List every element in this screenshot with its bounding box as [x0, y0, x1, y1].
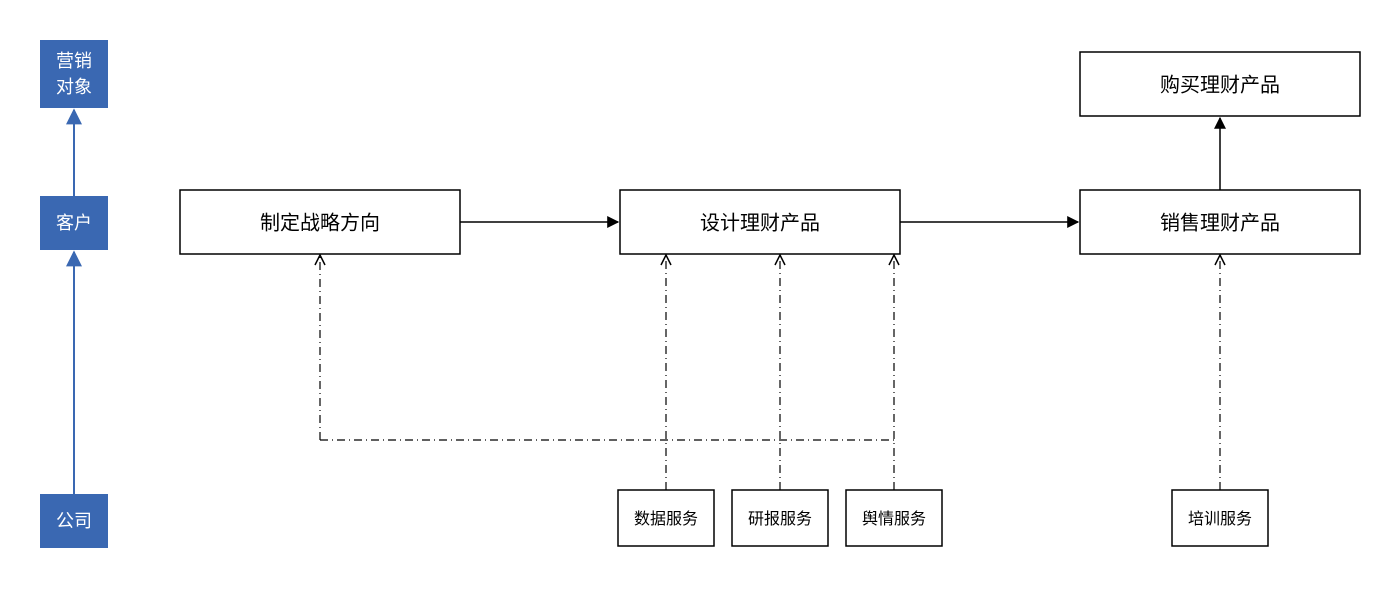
node-sentiment-service: 舆情服务: [846, 490, 942, 546]
marketing-target-line1: 营销: [56, 51, 92, 71]
buy-label: 购买理财产品: [1160, 73, 1280, 96]
data-service-label: 数据服务: [634, 510, 698, 528]
node-design: 设计理财产品: [620, 190, 900, 254]
sentiment-service-label: 舆情服务: [862, 510, 926, 528]
marketing-target-line2: 对象: [56, 77, 92, 97]
node-data-service: 数据服务: [618, 490, 714, 546]
research-service-label: 研报服务: [748, 510, 812, 528]
node-sell: 销售理财产品: [1080, 190, 1360, 254]
sell-label: 销售理财产品: [1160, 211, 1280, 234]
strategy-label: 制定战略方向: [260, 211, 380, 234]
design-label: 设计理财产品: [700, 211, 820, 234]
sidebar-node-marketing-target: 营销 对象: [40, 40, 108, 108]
training-service-label: 培训服务: [1188, 510, 1252, 528]
sidebar-node-company: 公司: [40, 494, 108, 548]
company-label: 公司: [56, 511, 92, 531]
sidebar-node-customer: 客户: [40, 196, 108, 250]
node-research-service: 研报服务: [732, 490, 828, 546]
node-buy: 购买理财产品: [1080, 52, 1360, 116]
node-training-service: 培训服务: [1172, 490, 1268, 546]
flowchart-diagram: 营销 对象 客户 公司 制定战略方向 设计理财产品 销售理财产品 购买理财产品 …: [0, 0, 1399, 596]
node-strategy: 制定战略方向: [180, 190, 460, 254]
customer-label: 客户: [56, 213, 92, 233]
